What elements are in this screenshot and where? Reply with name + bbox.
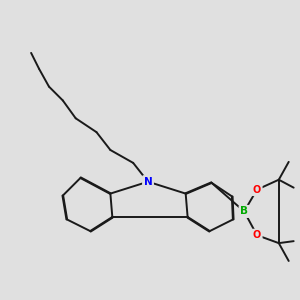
Text: O: O — [253, 184, 261, 195]
Text: O: O — [253, 230, 261, 240]
Text: B: B — [240, 206, 248, 216]
Text: N: N — [144, 177, 152, 187]
